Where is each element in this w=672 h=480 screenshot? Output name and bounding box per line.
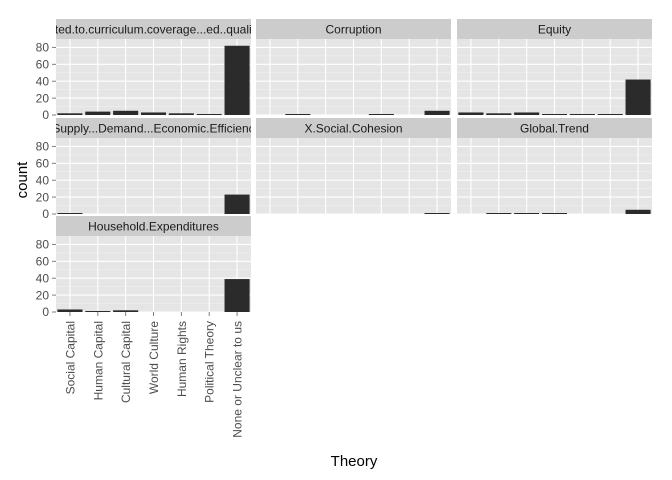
facet-strip-label: X.Social.Cohesion [304,122,402,136]
y-tick-label: 0 [42,305,49,319]
facet-strip [56,19,251,39]
bar [285,114,311,115]
facet-panel: Supply...Demand...Economic.Efficienc 0 20 4… [36,118,254,221]
facet-strip-label: Supply...Demand...Economic.Efficienc [52,122,254,136]
x-tick-label: Cultural Capital [119,321,133,403]
y-tick-label: 60 [36,255,50,269]
bar [168,113,194,115]
facet-panel: Equity [457,19,652,116]
bar [85,311,111,312]
facet-panels: Related.to.curriculum.coverage...ed..qua… [30,19,652,438]
facet-panel: Corruption [256,19,451,116]
bar [597,114,623,115]
bar [514,213,540,214]
x-tick-label: Social Capital [63,321,77,394]
facet-strip [56,118,251,138]
bar [486,213,512,214]
y-tick-label: 60 [36,157,50,171]
y-tick-label: 20 [36,190,50,204]
facet-panel: Household.Expenditures 0 20 40 60 80 Social Ca… [36,216,251,438]
facet-strip [256,118,451,138]
y-tick-label: 80 [36,140,50,154]
bar [625,209,651,214]
y-tick-label: 80 [36,238,50,252]
x-axis-title: Theory [331,453,378,470]
x-tick-label: None or Unclear to us [231,321,245,438]
facet-strip-label: Equity [538,23,571,37]
bar [486,113,512,115]
bar [57,113,83,115]
bar [424,213,450,214]
y-tick-label: 40 [36,74,50,88]
facet-strip [56,216,251,236]
facet-panel: Global.Trend [457,118,652,215]
bar [424,110,450,115]
facet-panel: Related.to.curriculum.coverage...ed..qua… [30,19,277,122]
bar [541,114,568,115]
y-tick-label: 0 [42,108,49,122]
bar [57,213,83,214]
bar [113,110,139,115]
bar [458,112,484,115]
x-tick-label: Political Theory [203,321,217,403]
y-tick-label: 40 [36,271,50,285]
y-tick-label: 0 [42,207,49,221]
facet-panel: X.Social.Cohesion [256,118,451,215]
y-tick-label: 20 [36,288,50,302]
bar [196,114,222,115]
bar [224,45,250,115]
bar [85,111,111,115]
facet-strip [457,118,652,138]
facet-strip-label: Household.Expenditures [88,220,219,234]
facet-strip [457,19,652,39]
facet-strip-label: Related.to.curriculum.coverage...ed..qua… [30,23,277,37]
facet-strip [256,19,451,39]
facet-strip-label: Corruption [325,23,381,37]
x-tick-label: Human Rights [175,321,189,397]
bar [368,114,394,115]
bar [224,279,250,312]
bar [57,309,83,312]
y-axis-title: count [14,161,31,199]
x-tick-label: World Culture [147,321,161,394]
y-tick-label: 60 [36,58,50,72]
bar [625,79,651,115]
bar [541,213,568,214]
y-tick-label: 80 [36,41,50,55]
bar [140,112,167,115]
bar [569,114,595,115]
facet-strip-label: Global.Trend [520,122,589,136]
x-tick-label: Human Capital [91,321,105,400]
bar [514,112,540,115]
bar [224,194,250,214]
y-tick-label: 40 [36,173,50,187]
bar [113,310,139,312]
y-tick-label: 20 [36,91,50,105]
